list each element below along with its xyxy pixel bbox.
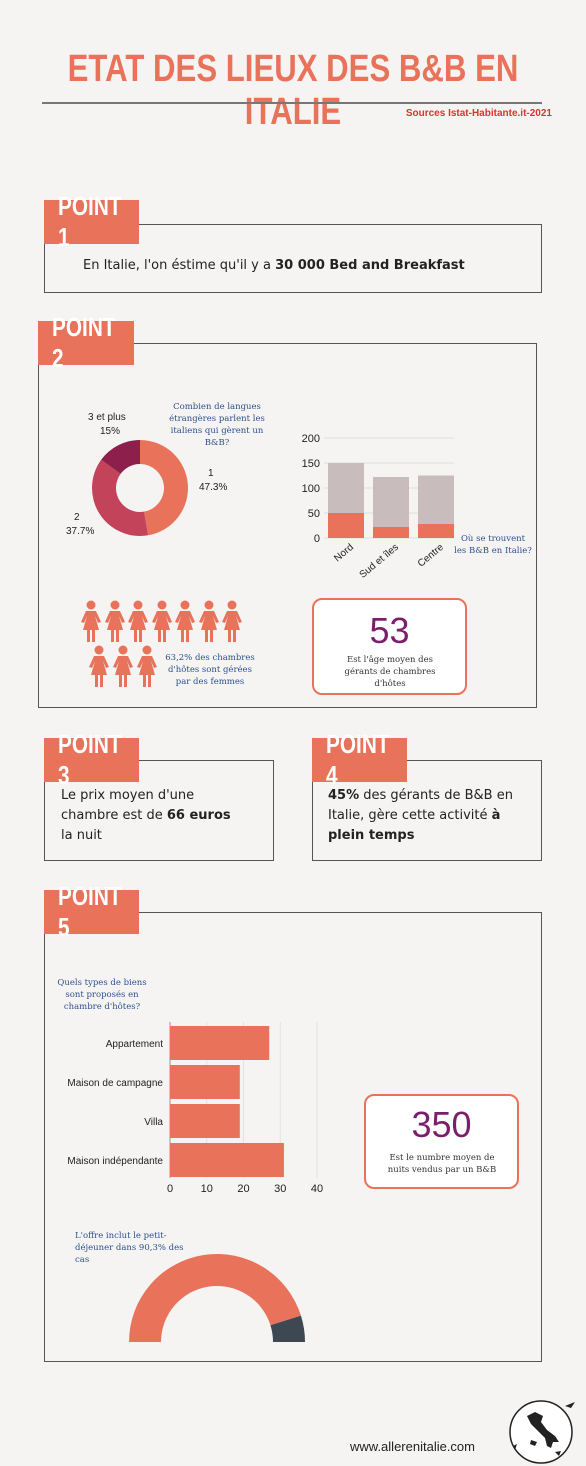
location-question: Où se trouvent les B&B en Italie? [454, 534, 532, 556]
bar-upper-1 [373, 477, 409, 527]
donut-slice-1 [140, 440, 189, 536]
donut-pct-1: 47.3% [199, 482, 227, 493]
women-text: 63,2% des chambres d'hôtes sont gérées p… [165, 653, 255, 687]
age-number: 53 [369, 610, 410, 651]
woman-icon [198, 600, 219, 642]
bar-y-ticks: 0 50 100 150 200 [302, 433, 320, 545]
x-tick-2: Centre [416, 542, 446, 570]
hbar-label-2: Villa [144, 1117, 163, 1128]
italy-logo-icon [509, 1400, 575, 1464]
languages-donut-chart: 1 47.3% 2 37.7% 3 et plus 15% [66, 412, 227, 537]
y-tick-0: 0 [314, 533, 320, 545]
hbar-category-labels: Appartement Maison de campagne Villa Maison… [67, 1039, 163, 1167]
woman-icon [81, 600, 101, 642]
breakfast-text: L'offre inclut le petit-déjeuner dans 90… [75, 1231, 184, 1265]
x-tick-0: Nord [332, 542, 356, 564]
gauge-slice-1 [270, 1315, 305, 1342]
donut-pct-2: 37.7% [66, 526, 94, 537]
property-question: Quels types de biens sont proposés en ch… [57, 978, 147, 1012]
point1-box [44, 224, 542, 293]
woman-icon [113, 645, 133, 687]
nights-card [364, 1094, 519, 1189]
donut-label-1: 1 [208, 468, 214, 479]
hx-tick-2: 20 [237, 1183, 249, 1195]
title-divider [42, 102, 542, 104]
point4-text: 45% des gérants de B&B en Italie, gère c… [328, 788, 513, 843]
age-card [312, 598, 467, 695]
bar-upper-0 [328, 463, 364, 513]
woman-icon [222, 600, 242, 642]
bar-lower-2 [418, 524, 454, 538]
hbar-0 [170, 1026, 270, 1060]
nights-number: 350 [411, 1104, 472, 1145]
y-tick-3: 150 [302, 458, 320, 470]
y-tick-1: 50 [308, 508, 320, 520]
hbar-label-3: Maison indépendante [67, 1156, 163, 1167]
point3-tag: POINT 3 [44, 729, 139, 790]
point2-tag: POINT 2 [38, 312, 134, 373]
hx-tick-3: 30 [274, 1183, 286, 1195]
donut-slice-3 [101, 440, 140, 474]
page-title: ETAT DES LIEUX DES B&B EN ITALIE [67, 48, 519, 133]
point5-tag: POINT 5 [44, 881, 139, 942]
bar-lower-0 [328, 513, 364, 538]
donut-slice-2 [91, 459, 149, 536]
hbar-3 [170, 1143, 284, 1177]
hbar-2 [170, 1104, 240, 1138]
point1-tag: POINT 1 [44, 191, 139, 252]
donut-question: Combien de langues étrangères parlent le… [169, 402, 265, 448]
woman-icon [137, 645, 157, 687]
woman-icon [175, 600, 195, 642]
point4-box [312, 760, 542, 861]
x-tick-1: Sud et îles [358, 542, 401, 578]
donut-pct-3: 15% [100, 426, 120, 437]
nights-text: Est le numbre moyen de nuits vendus par … [387, 1153, 497, 1175]
breakfast-gauge-chart [129, 1254, 305, 1342]
hx-tick-1: 10 [201, 1183, 213, 1195]
age-text: Est l'âge moyen des gérants de chambres … [344, 655, 436, 689]
location-bar-chart: 0 50 100 150 200 Nord Sud et îles Centre [302, 433, 454, 578]
hx-tick-4: 40 [311, 1183, 323, 1195]
point5-box [44, 912, 542, 1362]
bar-lower-1 [373, 527, 409, 538]
hx-tick-0: 0 [167, 1183, 173, 1195]
gauge-slices [129, 1254, 305, 1342]
property-bar-chart: Appartement Maison de campagne Villa Maison… [67, 1022, 323, 1195]
bar-upper-2 [418, 475, 454, 524]
bar-x-ticks: Nord Sud et îles Centre [332, 542, 446, 578]
footer-url[interactable]: www.allerenitalie.com [350, 1439, 475, 1454]
point4-tag: POINT 4 [312, 729, 407, 790]
hbar-series [170, 1026, 284, 1177]
women-icons [80, 600, 255, 690]
gauge-slice-0 [129, 1254, 301, 1342]
hbar-label-0: Appartement [106, 1039, 163, 1050]
woman-icon [104, 600, 125, 642]
hbar-x-ticks: 0 10 20 30 40 [167, 1183, 323, 1195]
woman-icon [151, 600, 172, 642]
woman-icon [89, 645, 109, 687]
point2-box [38, 343, 537, 708]
point1-text: En Italie, l'on éstime qu'il y a 30 000 … [83, 258, 465, 273]
donut-label-3: 3 et plus [88, 412, 126, 423]
point3-text: Le prix moyen d'une chambre est de 66 eu… [61, 788, 231, 843]
donut-label-2: 2 [74, 512, 80, 523]
donut-slices [91, 440, 189, 536]
y-tick-4: 200 [302, 433, 320, 445]
hbar-label-1: Maison de campagne [67, 1078, 163, 1089]
bar-series [328, 463, 454, 538]
woman-icon [128, 600, 148, 642]
y-tick-2: 100 [302, 483, 320, 495]
point3-box [44, 760, 274, 861]
hbar-1 [170, 1065, 240, 1099]
sources-text: Sources Istat-Habitante.it-2021 [405, 108, 552, 119]
